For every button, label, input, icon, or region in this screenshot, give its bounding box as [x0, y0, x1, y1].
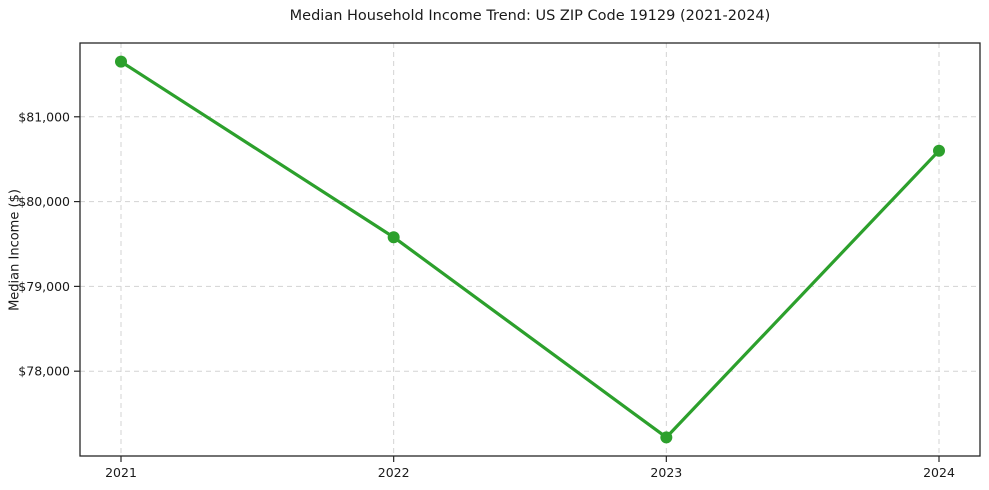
- y-tick-label: $80,000: [18, 194, 70, 209]
- x-tick-label: 2022: [378, 465, 410, 480]
- y-tick-label: $79,000: [18, 279, 70, 294]
- plot-spines: [79, 42, 981, 457]
- data-point: [933, 144, 945, 157]
- data-point: [660, 431, 673, 444]
- y-tick-label: $78,000: [18, 364, 70, 379]
- data-point: [115, 55, 127, 68]
- x-tick-label: 2021: [105, 465, 137, 480]
- y-tick-label: $81,000: [18, 109, 70, 124]
- data-point: [387, 231, 400, 244]
- x-tick-label: 2024: [923, 465, 955, 480]
- trend-line: [119, 60, 941, 439]
- chart-title: Median Household Income Trend: US ZIP Co…: [289, 8, 771, 24]
- x-tick-label: 2023: [650, 465, 682, 480]
